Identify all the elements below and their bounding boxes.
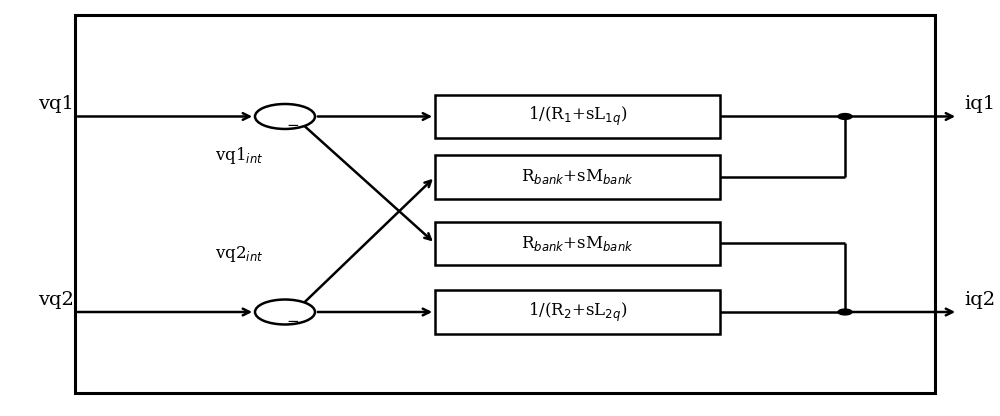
Text: iq2: iq2	[964, 291, 995, 309]
FancyBboxPatch shape	[435, 94, 720, 138]
Circle shape	[255, 300, 315, 324]
FancyBboxPatch shape	[435, 290, 720, 334]
FancyBboxPatch shape	[435, 221, 720, 265]
FancyBboxPatch shape	[435, 155, 720, 199]
Text: vq1$_{int}$: vq1$_{int}$	[215, 146, 263, 166]
Text: 1/(R$_2$+sL$_{2q}$): 1/(R$_2$+sL$_{2q}$)	[528, 300, 627, 324]
FancyBboxPatch shape	[75, 15, 935, 393]
Text: vq1: vq1	[38, 95, 74, 113]
Text: R$_{bank}$+sM$_{bank}$: R$_{bank}$+sM$_{bank}$	[521, 167, 634, 186]
Text: vq2: vq2	[38, 291, 74, 309]
Circle shape	[255, 104, 315, 129]
Circle shape	[838, 309, 852, 315]
Text: −: −	[286, 118, 299, 134]
Text: vq2$_{int}$: vq2$_{int}$	[215, 244, 263, 264]
Text: iq1: iq1	[964, 95, 995, 113]
Text: 1/(R$_1$+sL$_{1q}$): 1/(R$_1$+sL$_{1q}$)	[528, 105, 627, 128]
Text: −: −	[286, 314, 299, 329]
Text: R$_{bank}$+sM$_{bank}$: R$_{bank}$+sM$_{bank}$	[521, 234, 634, 253]
Circle shape	[838, 114, 852, 119]
